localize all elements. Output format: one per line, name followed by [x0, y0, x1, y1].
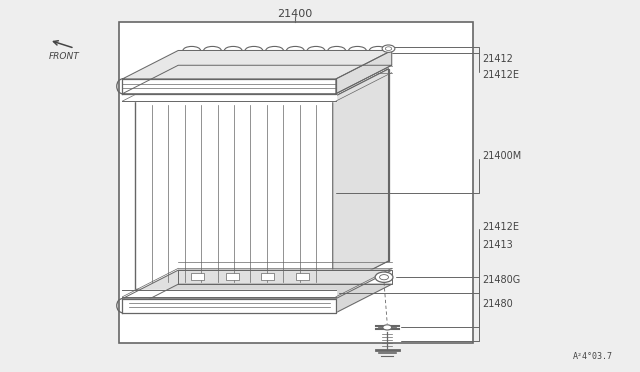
Polygon shape	[191, 69, 388, 261]
Text: A²4°03.7: A²4°03.7	[573, 352, 613, 361]
Bar	[226, 273, 239, 280]
Polygon shape	[122, 51, 392, 79]
Polygon shape	[333, 69, 388, 289]
Polygon shape	[336, 51, 392, 94]
Polygon shape	[135, 69, 388, 97]
Text: FRONT: FRONT	[49, 52, 79, 61]
Text: 21480: 21480	[483, 299, 513, 309]
Circle shape	[385, 47, 392, 51]
Polygon shape	[122, 290, 336, 297]
Polygon shape	[122, 284, 392, 312]
Polygon shape	[122, 79, 336, 94]
Bar	[296, 273, 309, 280]
Polygon shape	[122, 270, 392, 299]
Text: 21413: 21413	[483, 240, 513, 250]
Polygon shape	[122, 65, 392, 94]
Circle shape	[382, 45, 395, 52]
Polygon shape	[122, 299, 336, 312]
Circle shape	[380, 275, 388, 280]
Text: 21412E: 21412E	[483, 222, 520, 232]
Text: 21400: 21400	[277, 9, 312, 19]
Text: 21400M: 21400M	[483, 151, 522, 161]
Bar	[191, 273, 204, 280]
Circle shape	[375, 272, 393, 282]
Text: 21412: 21412	[483, 54, 513, 64]
Polygon shape	[178, 270, 392, 284]
Circle shape	[383, 325, 392, 330]
Polygon shape	[135, 97, 333, 289]
Bar	[261, 273, 274, 280]
Text: 21412E: 21412E	[483, 70, 520, 80]
Text: 21480G: 21480G	[483, 275, 521, 285]
Bar	[119, 22, 473, 343]
Polygon shape	[122, 94, 336, 101]
